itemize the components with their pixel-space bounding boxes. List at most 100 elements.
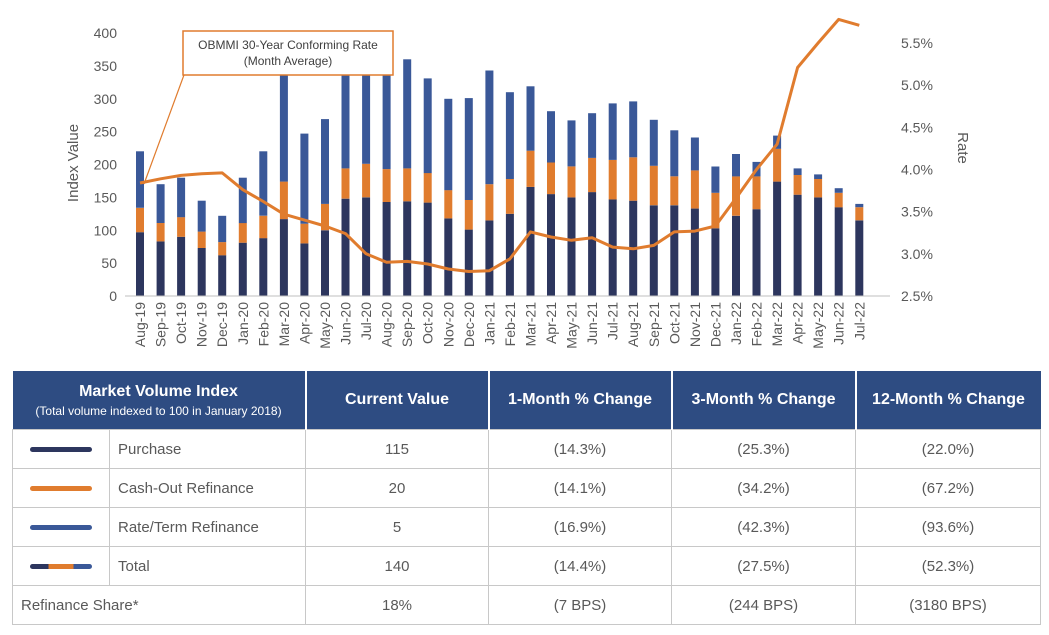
bar-purchase — [814, 197, 823, 296]
bar-rateterm — [505, 92, 514, 179]
cell-12month: (52.3%) — [855, 546, 1041, 586]
bar-rateterm — [341, 52, 350, 169]
cell-3month: (27.5%) — [671, 546, 856, 586]
y-tick-label: 200 — [94, 157, 118, 173]
cell-3month: (244 BPS) — [671, 585, 856, 625]
bar-rateterm — [259, 151, 268, 216]
cell-current: 115 — [305, 429, 489, 469]
bar-cashout — [588, 157, 597, 193]
cell-3month: (25.3%) — [671, 429, 856, 469]
bar-purchase — [834, 207, 843, 296]
x-tick-label: Apr-21 — [543, 302, 559, 344]
bar-rateterm — [300, 133, 309, 224]
legend-key-total — [12, 546, 110, 586]
x-tick-label: Nov-21 — [687, 302, 703, 347]
bar-rateterm — [588, 113, 597, 158]
bar-cashout — [752, 176, 761, 210]
x-tick-label: Jun-21 — [584, 302, 600, 345]
x-tick-label: Feb-22 — [749, 302, 765, 347]
annotation-box — [182, 30, 394, 76]
x-tick-label: Jul-22 — [851, 302, 867, 340]
y-tick-label: 150 — [94, 189, 118, 205]
bar-purchase — [793, 194, 802, 296]
bar-cashout — [505, 179, 514, 214]
y2-tick-label: 3.5% — [901, 204, 933, 220]
x-tick-label: Nov-19 — [194, 302, 210, 347]
y-tick-label: 250 — [94, 124, 118, 140]
bar-cashout — [403, 168, 412, 202]
bar-cashout — [670, 176, 679, 206]
bar-rateterm — [814, 174, 823, 179]
y2-axis-title: Rate — [954, 132, 971, 164]
legend-line-rateterm — [30, 525, 92, 531]
bar-cashout — [197, 231, 206, 248]
bar-purchase — [855, 220, 864, 296]
legend-key-rateterm — [12, 507, 110, 547]
x-tick-label: Nov-20 — [440, 302, 456, 347]
header-current: Current Value — [304, 371, 489, 430]
bar-cashout — [300, 223, 309, 244]
bar-cashout — [649, 165, 658, 206]
bar-cashout — [773, 148, 782, 182]
x-tick-label: Oct-20 — [420, 302, 436, 344]
table-row: Rate/Term Refinance 5 (16.9%) (42.3%) (9… — [12, 507, 1041, 547]
bar-purchase — [505, 213, 514, 296]
x-axis: Aug-19 Sep-19 Oct-19 Nov-19 Dec-19 Jan-20 Feb-… — [125, 295, 890, 349]
x-tick-label: May-21 — [564, 302, 580, 349]
bar-cashout — [814, 179, 823, 198]
bar-cashout — [855, 207, 864, 221]
x-tick-label: Mar-20 — [276, 302, 292, 347]
bar-cashout — [362, 163, 371, 198]
header-12month: 12-Month % Change — [854, 371, 1041, 430]
x-tick-label: Mar-22 — [769, 302, 785, 347]
legend-key-cashout — [12, 468, 110, 508]
bar-rateterm — [834, 188, 843, 193]
bar-cashout — [341, 168, 350, 199]
bar-cashout — [793, 175, 802, 195]
cell-12month: (93.6%) — [855, 507, 1041, 547]
x-tick-label: Jan-22 — [728, 302, 744, 345]
bar-purchase — [547, 194, 555, 296]
annotation-line2: (Month Average) — [244, 54, 333, 68]
bar-cashout — [464, 200, 473, 230]
bar-cashout — [259, 215, 268, 239]
cell-current: 20 — [305, 468, 489, 508]
bar-purchase — [300, 243, 309, 296]
table-row: Purchase 115 (14.3%) (25.3%) (22.0%) — [12, 429, 1041, 469]
rate-line — [139, 17, 860, 273]
bar-purchase — [197, 248, 206, 296]
bar-purchase — [279, 219, 288, 296]
bar-purchase — [670, 205, 679, 296]
bar-rateterm — [423, 78, 432, 174]
bar-rateterm — [526, 86, 535, 151]
bar-rateterm — [156, 184, 165, 223]
x-tick-label: Jun-20 — [338, 302, 354, 345]
bar-purchase — [526, 186, 535, 296]
header-1month: 1-Month % Change — [487, 371, 672, 430]
bar-purchase — [690, 208, 699, 296]
cell-1month: (16.9%) — [488, 507, 672, 547]
left-axis: 0 50 100 150 200 250 300 350 400 — [94, 25, 118, 304]
cell-1month: (14.1%) — [488, 468, 672, 508]
bar-cashout — [608, 159, 617, 200]
bar-purchase — [321, 230, 329, 297]
header-index: Market Volume Index (Total volume indexe… — [12, 371, 306, 430]
legend-line-total — [30, 564, 92, 570]
bar-rateterm — [464, 98, 473, 200]
y-tick-label: 300 — [94, 91, 118, 107]
header-index-title: Market Volume Index — [79, 382, 238, 400]
x-tick-label: Feb-21 — [502, 302, 518, 347]
bar-rateterm — [279, 72, 288, 182]
x-tick-label: Jan-20 — [235, 302, 251, 345]
x-tick-label: Sep-21 — [646, 302, 662, 347]
y-axis-title: Index Value — [65, 124, 82, 202]
bar-purchase — [341, 198, 350, 296]
table-row: Cash-Out Refinance 20 (14.1%) (34.2%) (6… — [12, 468, 1041, 508]
bar-cashout — [526, 150, 535, 187]
cell-3month: (34.2%) — [671, 468, 856, 508]
cell-12month: (22.0%) — [855, 429, 1041, 469]
x-tick-label: Feb-20 — [255, 302, 271, 347]
bar-rateterm — [382, 55, 391, 170]
bar-rateterm — [670, 130, 679, 177]
bar-rateterm — [855, 203, 864, 208]
